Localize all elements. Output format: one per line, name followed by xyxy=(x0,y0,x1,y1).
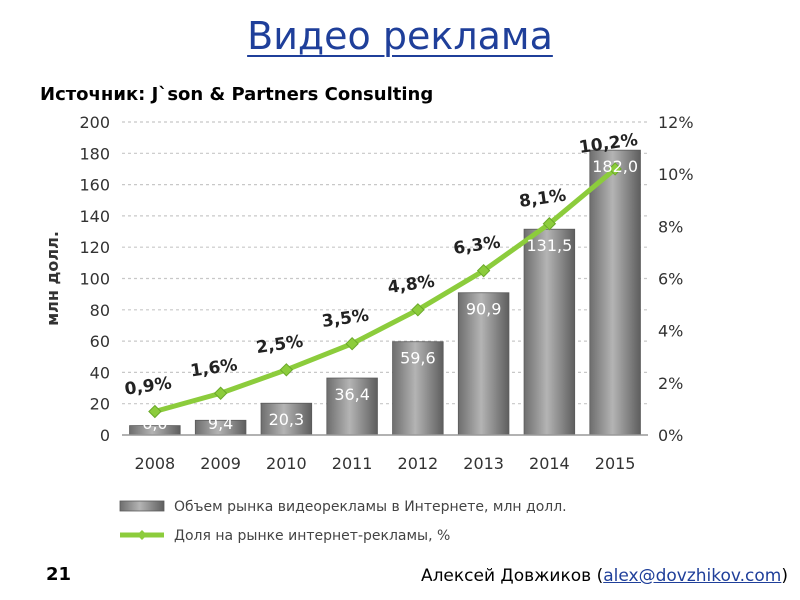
bar-value-label: 131,5 xyxy=(526,236,572,255)
bar-value-label: 6,0 xyxy=(142,414,167,433)
source-line: Источник: J`son & Partners Consulting xyxy=(40,84,434,105)
line-value-label: 2,5% xyxy=(255,332,304,358)
bar-value-label: 36,4 xyxy=(334,385,370,404)
y2-tick-label: 2% xyxy=(658,374,683,393)
bar xyxy=(589,149,641,436)
y2-tick-label: 4% xyxy=(658,322,683,341)
line-point xyxy=(148,404,162,419)
x-tick-label: 2015 xyxy=(595,454,636,473)
line-value-label: 6,3% xyxy=(452,233,501,259)
bar-value-label: 182,0 xyxy=(592,157,638,176)
bar-value-label: 90,9 xyxy=(466,300,502,319)
author-email-link[interactable]: alex@dovzhikov.com xyxy=(603,566,782,586)
y-tick-label: 0 xyxy=(100,426,110,445)
bar-value-label: 59,6 xyxy=(400,349,436,368)
bar-value-label: 9,4 xyxy=(208,414,233,433)
y-tick-label: 20 xyxy=(90,395,110,414)
line-point xyxy=(213,386,228,400)
bar xyxy=(457,292,510,436)
line-value-label: 1,6% xyxy=(189,355,238,381)
bar xyxy=(260,402,313,436)
y2-tick-label: 12% xyxy=(658,113,694,132)
x-tick-label: 2009 xyxy=(200,454,241,473)
x-tick-label: 2008 xyxy=(135,454,176,473)
line-point xyxy=(279,363,294,377)
bar xyxy=(392,341,444,436)
line-value-label: 8,1% xyxy=(518,186,567,212)
y2-tick-label: 10% xyxy=(658,165,694,184)
line-point xyxy=(411,303,425,317)
y-tick-label: 200 xyxy=(79,113,110,132)
y-tick-label: 160 xyxy=(79,176,110,195)
line-point xyxy=(476,263,491,278)
line-point xyxy=(608,162,622,176)
y-tick-label: 140 xyxy=(79,207,110,226)
y2-tick-label: 0% xyxy=(658,426,683,445)
share-line xyxy=(154,167,617,414)
author-line: Алексей Довжиков (alex@dovzhikov.com) xyxy=(420,566,788,586)
legend-line-marker xyxy=(137,530,147,540)
line-point xyxy=(345,337,359,351)
line-point xyxy=(542,217,557,231)
slide-number: 21 xyxy=(46,564,72,585)
y-tick-label: 40 xyxy=(90,363,110,382)
y-axis-title: млн долл. xyxy=(43,231,62,326)
bar xyxy=(523,228,576,436)
y2-tick-label: 8% xyxy=(658,217,683,236)
y-tick-label: 80 xyxy=(90,301,110,320)
x-tick-label: 2013 xyxy=(463,454,504,473)
legend-bar-swatch xyxy=(119,500,165,512)
chart: 0 20 40 60 80 100 120 140 160 180 200 0% 2% 4% 6% 8% 10%… xyxy=(43,113,694,544)
line-value-label: 0,9% xyxy=(123,373,172,399)
y-tick-label: 180 xyxy=(79,144,110,163)
legend-line-label: Доля на рынке интернет-рекламы, % xyxy=(174,528,450,544)
axes: 0 20 40 60 80 100 120 140 160 180 200 0% 2% 4% 6% 8% 10%… xyxy=(43,113,694,473)
x-tick-label: 2014 xyxy=(529,454,570,473)
x-tick-label: 2010 xyxy=(266,454,307,473)
y-tick-label: 60 xyxy=(90,332,110,351)
author-name: Алексей Довжиков xyxy=(420,566,592,586)
slide-title: Видео реклама xyxy=(247,14,553,58)
bar-series xyxy=(129,149,641,436)
bar-value-label: 20,3 xyxy=(269,410,305,429)
line-value-label: 4,8% xyxy=(386,272,435,298)
x-tick-label: 2012 xyxy=(398,454,439,473)
bar xyxy=(326,377,378,436)
y2-tick-label: 6% xyxy=(658,270,683,289)
x-tick-label: 2011 xyxy=(332,454,373,473)
y-tick-label: 100 xyxy=(79,270,110,289)
line-series xyxy=(148,162,622,419)
y-tick-label: 120 xyxy=(79,238,110,257)
legend-bar-label: Объем рынка видеорекламы в Интернете, мл… xyxy=(174,499,567,515)
legend: Объем рынка видеорекламы в Интернете, мл… xyxy=(119,499,567,544)
